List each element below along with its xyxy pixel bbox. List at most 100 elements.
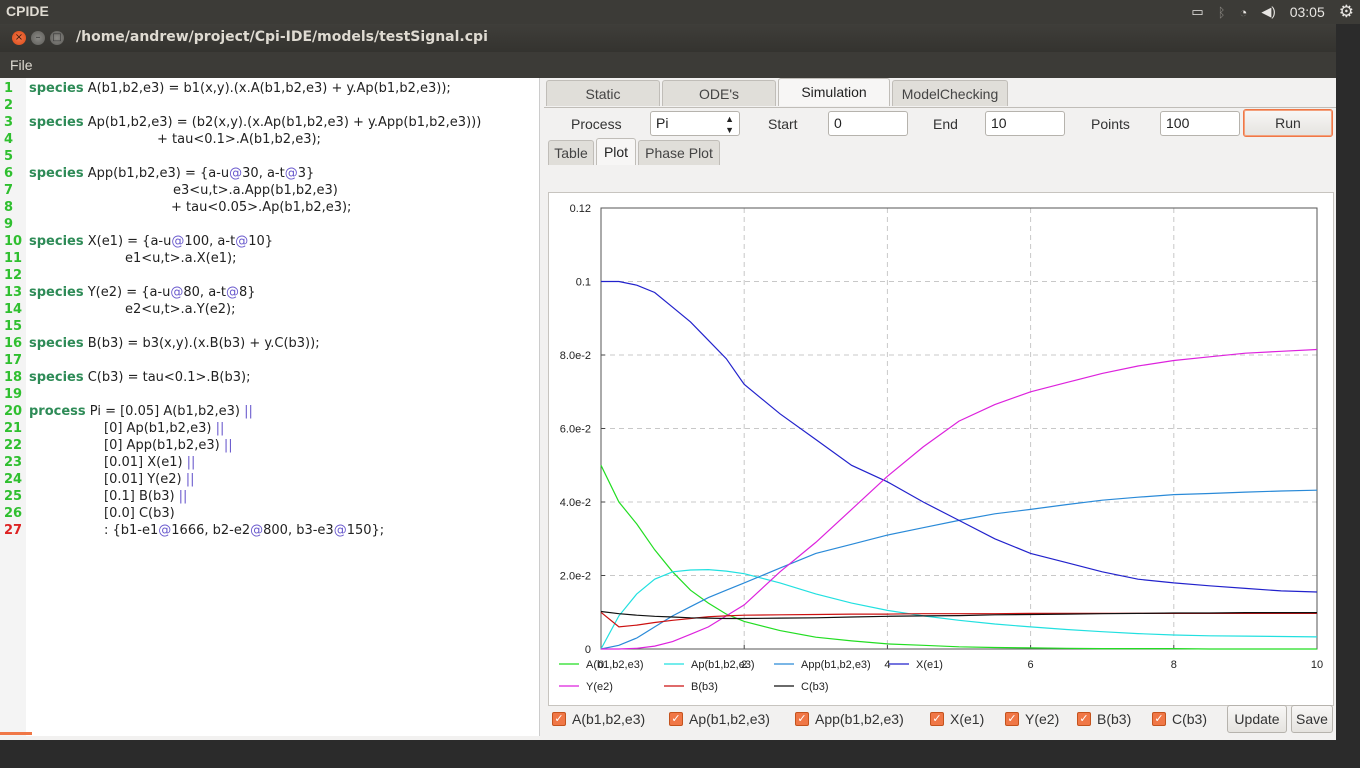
code-line[interactable]: 22 [0] App(b1,b2,e3) || bbox=[0, 437, 540, 454]
code-text: species App(b1,b2,e3) = {a-u@30, a-t@3} bbox=[29, 165, 314, 182]
line-number: 22 bbox=[4, 438, 23, 453]
y-tick-label: 0.12 bbox=[570, 203, 591, 215]
legend-label: A(b1,b2,e3) bbox=[586, 659, 643, 671]
line-number: 15 bbox=[4, 319, 23, 334]
code-token: || bbox=[178, 489, 188, 504]
code-line[interactable]: 1 species A(b1,b2,e3) = b1(x,y).(x.A(b1,b… bbox=[0, 80, 540, 97]
code-line[interactable]: 5 bbox=[0, 148, 540, 165]
code-token: @ bbox=[158, 523, 172, 538]
code-line[interactable]: 15 bbox=[0, 318, 540, 335]
code-line[interactable]: 21 [0] Ap(b1,b2,e3) || bbox=[0, 420, 540, 437]
tab-odes[interactable]: ODE's bbox=[662, 80, 776, 106]
line-number: 18 bbox=[4, 370, 23, 385]
keyword-token: species bbox=[29, 285, 84, 300]
code-line[interactable]: 14 e2<u,t>.a.Y(e2); bbox=[0, 301, 540, 318]
line-number: 5 bbox=[4, 149, 14, 164]
keyword-token: species bbox=[29, 336, 84, 351]
code-line[interactable]: 10 species X(e1) = {a-u@100, a-t@10} bbox=[0, 233, 540, 250]
code-editor[interactable]: 1 species A(b1,b2,e3) = b1(x,y).(x.A(b1,b… bbox=[0, 78, 540, 736]
tab-static[interactable]: Static bbox=[546, 80, 660, 106]
run-button[interactable]: Run bbox=[1243, 109, 1333, 137]
line-number: 4 bbox=[4, 132, 14, 147]
checkbox-y[interactable]: ✓ Y(e2) bbox=[1005, 708, 1059, 730]
code-line[interactable]: 8 + tau<0.05>.Ap(b1,b2,e3); bbox=[0, 199, 540, 216]
minimize-icon[interactable]: – bbox=[31, 31, 45, 45]
line-number: 11 bbox=[4, 251, 23, 266]
tab-modelchecking[interactable]: ModelChecking bbox=[892, 80, 1008, 106]
code-text: [0.01] Y(e2) || bbox=[104, 471, 194, 488]
code-line[interactable]: 26 [0.0] C(b3) bbox=[0, 505, 540, 522]
points-input[interactable]: 100 bbox=[1160, 111, 1240, 136]
code-line[interactable]: 25 [0.1] B(b3) || bbox=[0, 488, 540, 505]
code-line[interactable]: 23 [0.01] X(e1) || bbox=[0, 454, 540, 471]
clock[interactable]: 03:05 bbox=[1289, 4, 1325, 20]
code-line[interactable]: 12 bbox=[0, 267, 540, 284]
save-button[interactable]: Save bbox=[1291, 705, 1333, 733]
line-number: 9 bbox=[4, 217, 14, 232]
tab-phase-plot[interactable]: Phase Plot bbox=[638, 140, 720, 165]
code-line[interactable]: 3 species Ap(b1,b2,e3) = (b2(x,y).(x.Ap(b… bbox=[0, 114, 540, 131]
code-line[interactable]: 13 species Y(e2) = {a-u@80, a-t@8} bbox=[0, 284, 540, 301]
tab-simulation[interactable]: Simulation bbox=[778, 78, 890, 106]
code-text: [0] App(b1,b2,e3) || bbox=[104, 437, 233, 454]
code-line[interactable]: 9 bbox=[0, 216, 540, 233]
code-token: || bbox=[223, 438, 233, 453]
checkbox-a[interactable]: ✓ A(b1,b2,e3) bbox=[552, 708, 645, 730]
legend-label: X(e1) bbox=[916, 659, 943, 671]
code-line[interactable]: 27: {b1-e1@1666, b2-e2@800, b3-e3@150}; bbox=[0, 522, 540, 539]
battery-icon[interactable]: ▭ bbox=[1191, 4, 1204, 19]
bluetooth-icon[interactable]: ᛒ bbox=[1217, 4, 1226, 20]
checkbox-c[interactable]: ✓ C(b3) bbox=[1152, 708, 1207, 730]
y-tick-label: 0.1 bbox=[576, 277, 591, 289]
checkbox-b[interactable]: ✓ B(b3) bbox=[1077, 708, 1131, 730]
code-text: [0.01] X(e1) || bbox=[104, 454, 195, 471]
code-token: A(b1,b2,e3) = b1(x,y).(x.A(b1,b2,e3) + y… bbox=[83, 81, 451, 96]
series-line-3 bbox=[601, 280, 1318, 593]
code-line[interactable]: 18 species C(b3) = tau<0.1>.B(b3); bbox=[0, 369, 540, 386]
code-line[interactable]: 6 species App(b1,b2,e3) = {a-u@30, a-t@3} bbox=[0, 165, 540, 182]
start-input[interactable]: 0 bbox=[828, 111, 908, 136]
checkbox-ap[interactable]: ✓ Ap(b1,b2,e3) bbox=[669, 708, 770, 730]
code-line[interactable]: 24 [0.01] Y(e2) || bbox=[0, 471, 540, 488]
code-token: Pi = [0.05] A(b1,b2,e3) bbox=[85, 404, 245, 419]
code-token: @ bbox=[333, 523, 347, 538]
code-line[interactable]: 2 bbox=[0, 97, 540, 114]
y-tick-label: 6.0e-2 bbox=[560, 424, 591, 436]
code-line[interactable]: 20 process Pi = [0.05] A(b1,b2,e3) || bbox=[0, 403, 540, 420]
volume-icon[interactable]: ◀) bbox=[1261, 4, 1276, 19]
gear-icon[interactable]: ⚙ bbox=[1338, 2, 1354, 21]
chart-svg: 0 2 4 6 8 10 0 2.0e-2 4.0e-2 6.0e-2 8.0e-2 0.1 0.12 A… bbox=[559, 203, 1323, 693]
maximize-icon[interactable]: □ bbox=[50, 31, 64, 45]
checkbox-app[interactable]: ✓ App(b1,b2,e3) bbox=[795, 708, 904, 730]
code-token: || bbox=[186, 455, 196, 470]
code-token: @ bbox=[235, 234, 249, 249]
code-token: 100, a-t bbox=[184, 234, 236, 249]
y-tick-label: 8.0e-2 bbox=[560, 350, 591, 362]
code-line[interactable]: 16 species B(b3) = b3(x,y).(x.B(b3) + y.C… bbox=[0, 335, 540, 352]
code-text: [0] Ap(b1,b2,e3) || bbox=[104, 420, 224, 437]
line-number: 1 bbox=[4, 81, 14, 96]
code-token: [0.1] B(b3) bbox=[104, 489, 179, 504]
code-token: 10} bbox=[248, 234, 274, 249]
tab-plot[interactable]: Plot bbox=[596, 138, 636, 165]
legend-label: Y(e2) bbox=[586, 681, 613, 693]
horizontal-scrollbar[interactable] bbox=[0, 732, 32, 735]
line-number: 10 bbox=[4, 234, 23, 249]
menu-file[interactable]: File bbox=[10, 57, 33, 73]
close-icon[interactable]: × bbox=[12, 31, 26, 45]
code-token: + tau<0.05>.Ap(b1,b2,e3); bbox=[171, 200, 352, 215]
checkbox-x[interactable]: ✓ X(e1) bbox=[930, 708, 984, 730]
update-button[interactable]: Update bbox=[1227, 705, 1287, 733]
line-number: 19 bbox=[4, 387, 23, 402]
tab-table[interactable]: Table bbox=[548, 140, 594, 165]
end-input[interactable]: 10 bbox=[985, 111, 1065, 136]
code-line[interactable]: 17 bbox=[0, 352, 540, 369]
code-line[interactable]: 19 bbox=[0, 386, 540, 403]
code-line[interactable]: 7 e3<u,t>.a.App(b1,b2,e3) bbox=[0, 182, 540, 199]
code-token: App(b1,b2,e3) = {a-u bbox=[83, 166, 230, 181]
x-tick-label: 10 bbox=[1311, 659, 1323, 671]
code-line[interactable]: 4 + tau<0.1>.A(b1,b2,e3); bbox=[0, 131, 540, 148]
wifi-icon[interactable]: ◔ bbox=[1239, 4, 1248, 20]
process-select[interactable]: Pi ▲ ▼ bbox=[650, 111, 740, 136]
code-line[interactable]: 11 e1<u,t>.a.X(e1); bbox=[0, 250, 540, 267]
